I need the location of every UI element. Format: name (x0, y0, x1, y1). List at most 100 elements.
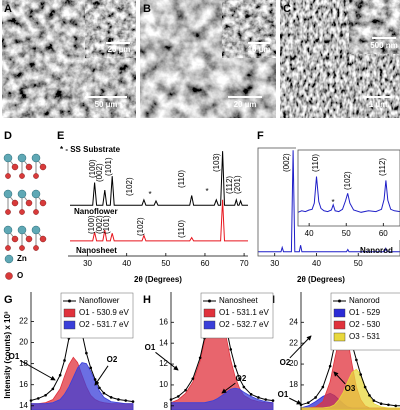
legend-swatch (208, 299, 211, 303)
y-tick-label: 22 (19, 317, 28, 326)
atom-zn (31, 189, 41, 199)
atom-o (25, 235, 33, 243)
data-point (372, 399, 376, 402)
data-line (258, 150, 400, 253)
atom-zn (31, 225, 41, 235)
data-point (36, 397, 40, 400)
atom-o (11, 199, 19, 207)
legend-label: O2 - 532.7 eV (219, 320, 269, 329)
panel-label: F (257, 130, 264, 142)
atom-zn (31, 153, 41, 163)
peak-label: (002) (95, 215, 104, 234)
y-tick-label: 14 (159, 338, 168, 347)
scale-label: 1 µm (369, 100, 387, 109)
data-line (70, 199, 248, 242)
data-point (271, 399, 275, 402)
y-tick-label: 20 (19, 338, 28, 347)
legend-swatch (63, 308, 76, 318)
x-tick-label: 60 (201, 259, 210, 268)
x-axis-label: 2θ (Degrees) (134, 275, 182, 284)
data-point (51, 387, 55, 391)
data-point (176, 395, 180, 398)
legend-label: O3 - 531 (349, 332, 381, 341)
peak-label: (110) (177, 220, 186, 238)
data-point (368, 394, 371, 397)
annotation-arrow (19, 359, 56, 381)
atom-o (39, 235, 47, 243)
legend-swatch (68, 299, 71, 303)
annotation-arrow (155, 351, 179, 371)
data-point (63, 359, 66, 362)
legend-label: Nanorod (349, 296, 380, 305)
panel-label: B (143, 3, 151, 15)
data-point (249, 393, 253, 396)
atom-zn (17, 225, 27, 235)
atom-o (19, 209, 25, 215)
data-point (124, 399, 128, 402)
data-point (85, 351, 88, 355)
peak-label: * (331, 198, 334, 207)
atom-o (11, 163, 19, 171)
peak-label: (102) (136, 217, 145, 236)
x-axis-label: 2θ (Degrees) (297, 275, 345, 284)
peak-label: (002) (95, 163, 104, 182)
y-tick-label: 22 (289, 338, 298, 347)
atom-zn (17, 153, 27, 163)
scale-label: 10 µm (248, 45, 271, 54)
data-point (131, 400, 135, 403)
data-point (229, 348, 233, 351)
scale-label: 500 nm (370, 41, 398, 50)
atom-o (5, 245, 11, 251)
data-point (89, 366, 93, 370)
y-axis-label: Intensity (counts) x 10³ (3, 311, 12, 398)
legend-label: O (17, 271, 23, 280)
annotation-arrow (221, 382, 236, 394)
data-point (321, 385, 325, 389)
panel-label: G (4, 294, 13, 306)
y-tick-label: 16 (159, 317, 168, 326)
annotation: O1 (145, 343, 156, 352)
legend-swatch (5, 272, 13, 280)
panel-label: D (4, 130, 12, 142)
panel-label: E (57, 130, 64, 142)
peak-label: (101) (102, 215, 111, 234)
legend-swatch (63, 320, 76, 330)
annotation: O2 (107, 355, 118, 364)
peak-label: (102) (343, 171, 352, 190)
data-point (355, 358, 358, 362)
atom-o (5, 173, 11, 179)
x-tick-label: 50 (161, 259, 170, 268)
axes-frame (297, 149, 400, 227)
sem-inset (348, 0, 400, 55)
component-area (170, 387, 274, 410)
annotation: O2 (280, 358, 291, 367)
x-tick-label: 40 (305, 229, 314, 238)
atom-zn (3, 189, 13, 199)
annotation-arrow (333, 371, 346, 385)
legend-label: O1 - 529 (349, 308, 381, 317)
data-point (58, 373, 62, 377)
peak-label: (102) (125, 177, 134, 196)
series-label: Nanosheet (76, 246, 117, 255)
annotation-arrow (289, 397, 302, 405)
peak-label: (112) (225, 176, 234, 194)
y-tick-label: 10 (159, 380, 168, 389)
data-point (117, 398, 120, 401)
data-point (363, 385, 367, 389)
legend-swatch (333, 308, 346, 318)
atom-o (33, 245, 39, 251)
data-point (359, 373, 363, 376)
annotation-arrow (289, 335, 312, 359)
legend-swatch (203, 308, 216, 318)
data-point (264, 398, 268, 401)
legend-swatch (333, 320, 346, 330)
series-label: Nanoflower (74, 207, 118, 216)
y-tick-label: 18 (289, 380, 298, 389)
atom-zn (3, 153, 13, 163)
x-tick-label: 40 (122, 259, 131, 268)
legend-label: O2 - 530 (349, 320, 381, 329)
data-point (184, 388, 187, 392)
legend-swatch (4, 254, 14, 264)
data-point (93, 378, 97, 381)
